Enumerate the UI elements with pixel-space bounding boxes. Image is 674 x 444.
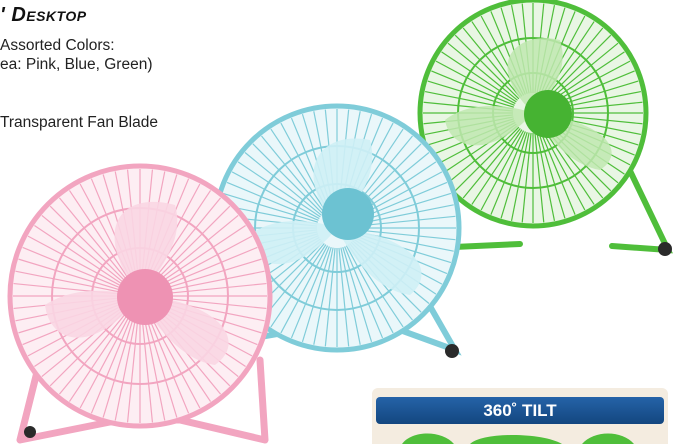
tilt-badge: 360˚ TILT [372,388,668,444]
cage-spoke [543,129,595,205]
cage-spoke [222,192,319,223]
cage-spoke [441,51,517,103]
cage-spoke [462,27,521,98]
cage-spoke [158,246,258,289]
feature-blade: Transparent Fan Blade [0,114,158,131]
cage-spoke [159,297,267,310]
cage-spoke [431,70,515,106]
tilt-thumb-3 [582,433,634,444]
cage-spoke [340,247,361,345]
fan-pink [7,163,273,444]
cage-spoke [521,132,532,223]
cage-spoke [153,205,231,283]
cage-spoke [313,247,334,345]
cage-spoke [226,181,319,221]
cage-spoke [356,215,456,227]
cage-spoke [454,34,520,100]
cage-spoke [280,245,329,334]
cage-spoke [545,27,604,98]
cage-spoke [270,244,327,328]
cage-spoke [157,235,253,288]
cage-spoke [447,42,518,101]
cage-spoke [152,197,222,281]
feature-colors: Assorted Colors: ea: Pink, Blue, Green) [0,36,153,74]
cage-spoke [490,131,526,215]
cage-spoke [435,60,516,105]
cage-spoke [338,247,350,347]
cage-spoke [18,258,122,291]
cage-spoke [500,131,528,219]
cage-spoke [22,246,122,289]
cage-spoke [143,315,166,421]
cage-spoke [159,270,265,293]
cage-spoke [536,132,556,222]
cage-spoke [462,128,521,199]
cage-spoke [261,135,325,213]
cage-spoke [252,143,324,215]
feature-colors-line2: ea: Pink, Blue, Green) [0,56,153,73]
cage-spoke [145,314,178,418]
cage-spoke [270,128,327,212]
cage-spoke [534,132,545,223]
page-title: ' Desktop [0,4,87,26]
cage-spoke [126,315,139,423]
cage-spoke [34,224,124,286]
cage-spoke [68,190,130,280]
cage-spoke [548,42,619,101]
cage-spoke [68,312,130,402]
cage-spoke [480,130,525,211]
cage-spoke [541,130,586,211]
cage-spoke [102,314,135,418]
cage-spoke [155,214,239,284]
tilt-badge-label: 360˚ TILT [376,397,664,424]
cage-spoke [549,51,625,103]
cage-spoke [147,314,190,414]
cage-spoke [345,245,394,334]
cage-spoke [158,258,262,291]
cage-spoke [540,131,576,215]
cage-spoke [156,224,246,286]
cage-spoke [427,80,515,108]
cage-spoke [237,161,321,218]
cage-spoke [344,246,384,339]
cage-spoke [546,34,612,100]
cage-spoke [301,246,332,343]
cage-spoke [244,152,322,216]
tilt-thumbnails [402,433,634,444]
cage-spoke [454,126,520,192]
cage-spoke [58,311,128,395]
tilt-thumb-2 [470,435,562,444]
cage-spoke [290,246,330,339]
cage-spoke [58,197,128,281]
cage-spoke [471,129,523,205]
cage-spoke [79,313,132,409]
cage-spoke [41,214,125,284]
cage-spoke [231,171,320,220]
cage-spoke [324,247,336,347]
cage-spoke [27,235,123,288]
cage-spoke [356,229,456,241]
cage-spoke [342,246,373,343]
fan-green [417,0,673,256]
cage-spoke [424,90,514,110]
cage-spoke [90,314,133,414]
cage-spoke [159,282,267,295]
fan-blue [212,103,462,358]
tilt-thumb-1 [402,433,454,444]
feature-colors-line1: Assorted Colors: [0,37,115,54]
cage-spoke [49,205,127,283]
cage-spoke [148,313,201,409]
cage-spoke [510,132,530,222]
cage-spoke [538,131,566,219]
cage-spoke [114,315,137,421]
cage-spoke [15,270,121,293]
cage-spoke [141,315,154,423]
